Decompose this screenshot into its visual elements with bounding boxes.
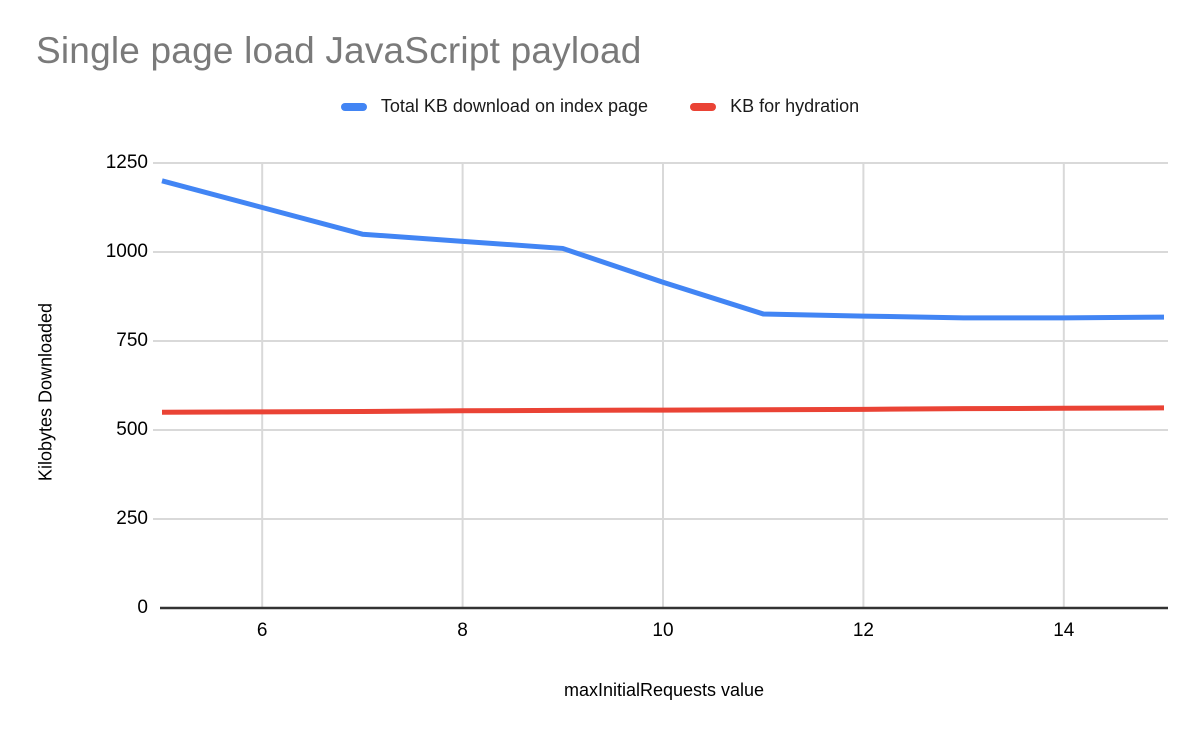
x-tick-label: 12: [852, 620, 874, 641]
legend-item-total-kb: Total KB download on index page: [340, 96, 649, 117]
legend: Total KB download on index page KB for h…: [0, 96, 1200, 117]
line-swatch-icon: [340, 102, 367, 111]
x-tick-label: 8: [457, 620, 468, 641]
chart-title: Single page load JavaScript payload: [36, 30, 642, 71]
legend-label-total-kb: Total KB download on index page: [380, 96, 649, 116]
y-tick-label: 500: [116, 419, 148, 440]
x-tick-label: 10: [652, 620, 674, 641]
y-tick-label: 750: [116, 330, 148, 351]
legend-label-hydration: KB for hydration: [730, 96, 860, 116]
series-line-hydration: [161, 405, 1165, 415]
line-swatch-icon: [690, 102, 717, 111]
y-tick-label: 1250: [105, 152, 148, 173]
series-line-total-kb: [161, 178, 1165, 321]
y-axis-title: Kilobytes Downloaded: [35, 302, 56, 482]
x-tick-label: 6: [256, 620, 268, 641]
legend-item-hydration: KB for hydration: [690, 96, 859, 117]
y-tick-label: 1000: [105, 241, 148, 262]
x-axis-title: maxInitialRequests value: [563, 680, 765, 700]
x-tick-label: 14: [1053, 620, 1075, 641]
y-tick-label: 250: [116, 508, 148, 529]
y-tick-label: 0: [137, 597, 148, 618]
